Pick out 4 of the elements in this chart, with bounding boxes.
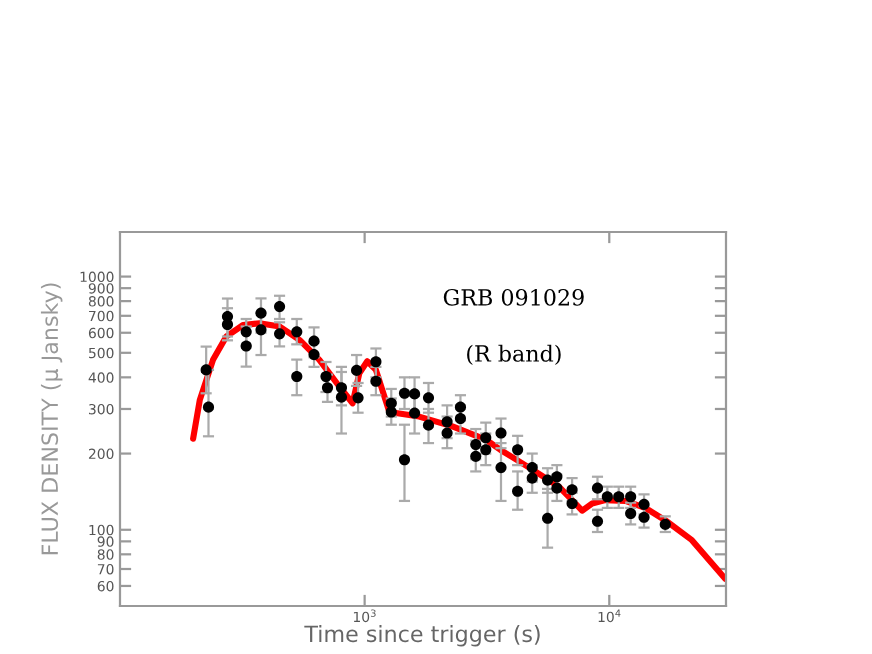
x-axis-title: Time since trigger (s)	[304, 625, 540, 647]
y-axis-title: FLUX DENSITY (μ Jansky)	[40, 283, 63, 555]
annotation: (R band)	[467, 344, 561, 366]
annotation: GRB 091029	[443, 288, 584, 306]
